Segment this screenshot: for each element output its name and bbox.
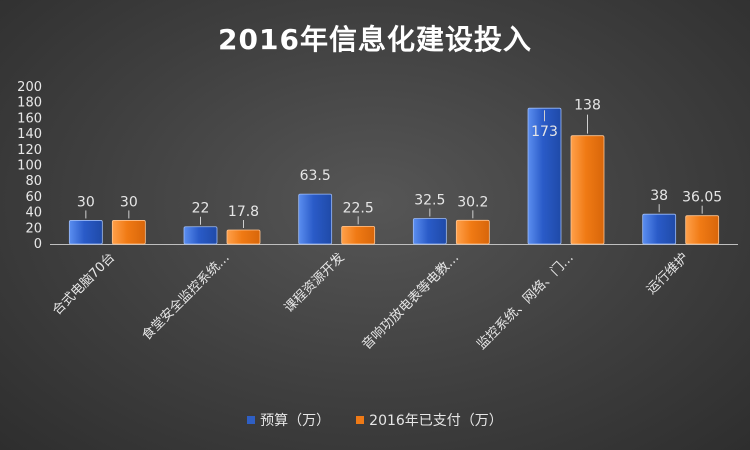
data-label-paid: 22.5 — [343, 200, 374, 216]
x-tick-label: 音响功放电表等电教… — [359, 250, 462, 353]
legend-item-budget: 预算（万） — [247, 410, 330, 430]
legend-item-paid: 2016年已支付（万） — [356, 410, 503, 430]
y-tick-label: 140 — [17, 127, 42, 142]
bar-paid — [226, 229, 261, 245]
chart-title: 2016年信息化建设投入 — [218, 23, 532, 56]
bar-paid — [341, 225, 376, 245]
y-tick-label: 0 — [34, 237, 42, 252]
legend-label-budget: 预算（万） — [260, 413, 331, 429]
data-label-paid: 30 — [120, 194, 138, 210]
x-tick-label: 食堂安全监控系统… — [139, 250, 233, 344]
x-tick-label: 监控系统、网络、门… — [474, 250, 577, 353]
data-label-paid: 138 — [574, 98, 601, 114]
y-tick-label: 80 — [25, 174, 42, 189]
y-tick-label: 120 — [17, 143, 42, 158]
data-label-paid: 30.2 — [457, 194, 488, 210]
bar-budget — [298, 193, 333, 245]
data-label-paid: 17.8 — [228, 204, 259, 220]
y-tick-label: 20 — [25, 221, 42, 236]
legend-label-paid: 2016年已支付（万） — [369, 413, 503, 429]
y-tick-label: 160 — [17, 111, 42, 126]
x-tick-label: 合式电脑70台 — [50, 250, 118, 318]
y-tick-label: 60 — [25, 190, 42, 205]
x-tick-label: 运行维护 — [644, 250, 691, 297]
bar-budget — [68, 220, 103, 245]
bar-budget — [527, 107, 562, 245]
legend-swatch-paid — [356, 416, 365, 424]
bar-paid — [685, 215, 720, 245]
data-label-budget: 32.5 — [414, 192, 445, 208]
bar-budget — [183, 226, 218, 245]
bar-paid — [455, 219, 490, 245]
y-tick-label: 40 — [25, 206, 42, 221]
y-tick-label: 100 — [17, 159, 42, 174]
bar-paid — [111, 220, 146, 245]
chart-legend: 预算（万） 2016年已支付（万） — [0, 410, 750, 430]
data-label-budget: 22 — [192, 201, 210, 217]
data-label-budget: 38 — [650, 188, 668, 204]
data-label-budget: 30 — [77, 194, 95, 210]
y-tick-label: 200 — [17, 80, 42, 95]
legend-swatch-budget — [247, 416, 256, 424]
bar-budget — [642, 213, 677, 245]
data-label-budget: 173 — [531, 124, 558, 140]
x-tick-label: 课程资源开发 — [281, 250, 347, 316]
bar-paid — [570, 135, 605, 245]
bar-budget — [412, 218, 447, 245]
y-tick-label: 180 — [17, 96, 42, 111]
data-label-paid: 36.05 — [682, 190, 722, 206]
data-label-budget: 63.5 — [300, 168, 331, 184]
